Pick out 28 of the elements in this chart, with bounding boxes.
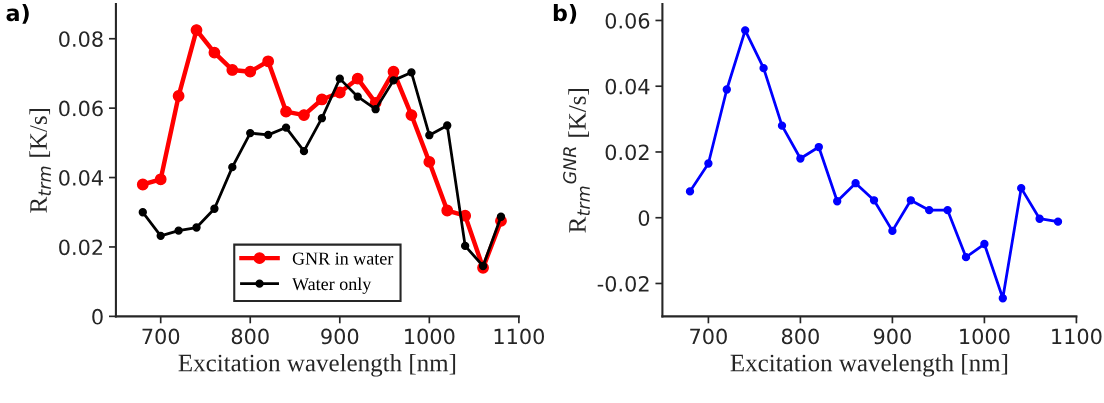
legend-label: GNR in water	[292, 252, 394, 265]
x-tick-label: 700	[690, 328, 727, 345]
y-tick-label: 0.02	[605, 144, 649, 161]
y-axis-title: R$_{trm}$$^{GNR}$ [K/s]	[563, 89, 590, 233]
y-tick-label: 0.06	[59, 100, 103, 117]
y-tick-label: 0	[638, 210, 650, 226]
chart-title: b)	[553, 4, 577, 24]
x-tick-label: 900	[321, 328, 359, 345]
x-tick-label: 800	[231, 328, 269, 345]
x-tick-label: 800	[781, 328, 819, 345]
x-tick-label: 1000	[960, 328, 1010, 345]
y-tick-label: -0.02	[597, 275, 649, 292]
x-axis-title: Excitation wavelength [nm]	[178, 353, 456, 377]
y-tick-label: 0	[92, 308, 103, 325]
x-axis-title: Excitation wavelength [nm]	[730, 353, 1008, 377]
x-tick-label: 1000	[405, 328, 455, 345]
y-tick-label: 0.04	[59, 170, 103, 186]
x-tick-label: 700	[142, 328, 180, 345]
y-tick-label: 0.02	[59, 239, 103, 256]
y-tick-label: 0.06	[605, 12, 650, 29]
chart-title: a)	[6, 4, 29, 24]
y-tick-label: 0.04	[605, 78, 650, 95]
x-tick-label: 1100	[494, 328, 545, 345]
x-tick-label: 900	[873, 328, 911, 345]
legend-label: Water only	[292, 277, 372, 294]
y-tick-label: 0.08	[59, 31, 103, 47]
y-axis-title: R$_{trm}$ [K/s]	[29, 108, 51, 213]
x-tick-label: 1100	[1052, 328, 1102, 345]
